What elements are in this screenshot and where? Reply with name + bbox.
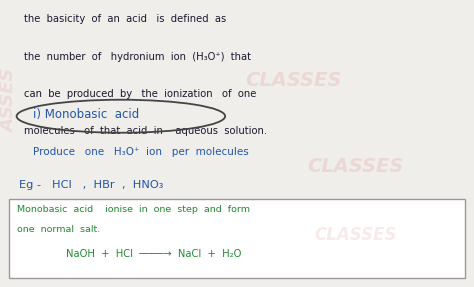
Text: Eg -   HCl   ,  HBr  ,  HNO₃: Eg - HCl , HBr , HNO₃ [19,180,164,190]
Text: the  number  of   hydronium  ion  (H₃O⁺)  that: the number of hydronium ion (H₃O⁺) that [24,52,251,62]
Text: NaOH  +  HCl  ────→  NaCl  +  H₂O: NaOH + HCl ────→ NaCl + H₂O [66,249,242,259]
Text: one  normal  salt.: one normal salt. [17,225,100,234]
Text: Monobasic  acid    ionise  in  one  step  and  form: Monobasic acid ionise in one step and fo… [17,205,250,214]
Text: the  basicity  of  an  acid   is  defined  as: the basicity of an acid is defined as [24,14,226,24]
Text: molecules   of  that  acid  in    aqueous  solution.: molecules of that acid in aqueous soluti… [24,126,267,136]
Text: CLASSES: CLASSES [246,71,342,90]
Text: i) Monobasic  acid: i) Monobasic acid [33,108,139,121]
Text: can  be  produced  by   the  ionization   of  one: can be produced by the ionization of one [24,89,256,99]
Text: ASSES: ASSES [0,68,18,133]
Text: CLASSES: CLASSES [314,226,397,244]
FancyBboxPatch shape [9,199,465,278]
Text: CLASSES: CLASSES [307,157,404,176]
Text: Produce   one   H₃O⁺  ion   per  molecules: Produce one H₃O⁺ ion per molecules [33,147,249,157]
